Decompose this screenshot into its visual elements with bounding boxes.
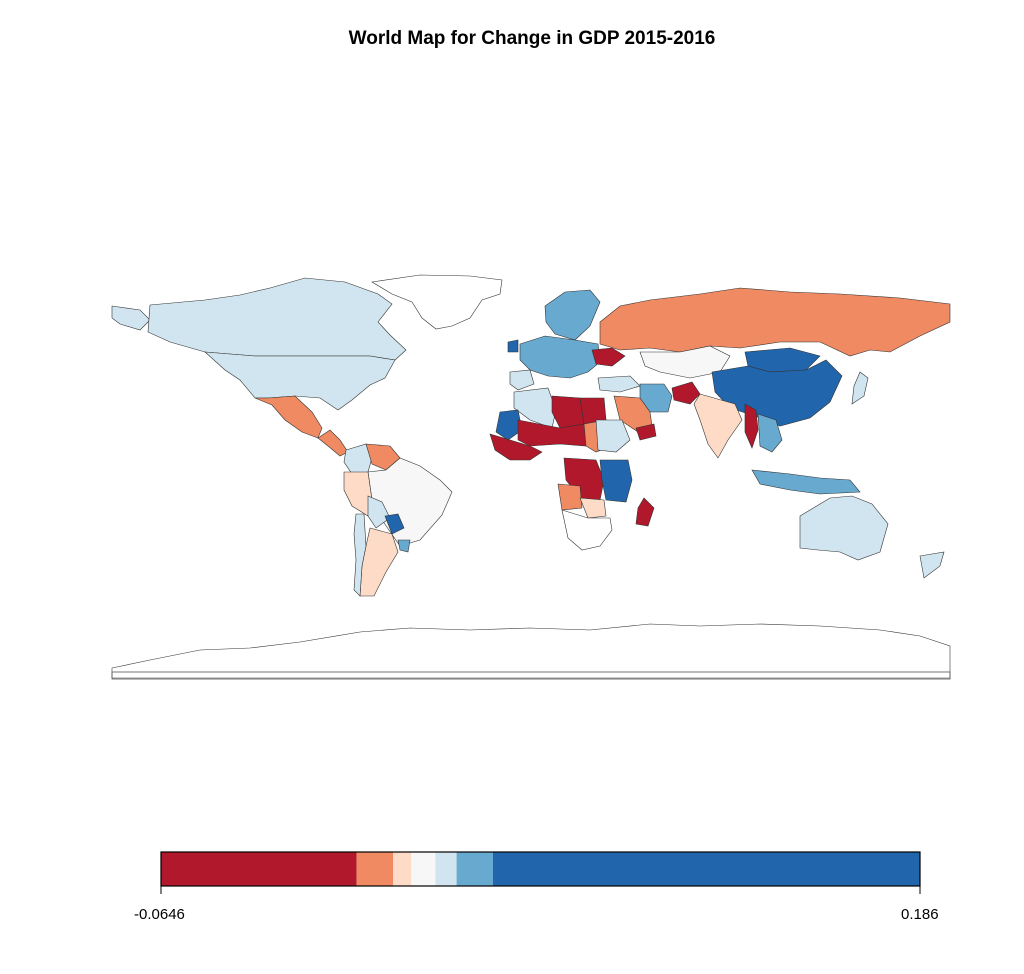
region-paraguay — [384, 513, 405, 535]
region-afghanistan — [671, 381, 701, 405]
region-greenland — [371, 274, 503, 330]
color-legend-frame — [160, 851, 921, 887]
region-libya — [551, 395, 585, 429]
region-australia — [799, 495, 889, 561]
region-angola — [557, 483, 583, 511]
region-yemen — [635, 423, 657, 441]
legend-segment — [456, 852, 493, 886]
region-indonesia — [751, 469, 861, 495]
region-new-zealand — [919, 551, 945, 579]
color-legend-bar — [161, 852, 920, 886]
region-japan — [851, 371, 869, 405]
region-ethiopia — [595, 419, 631, 453]
region-spain — [509, 369, 535, 391]
region-western-europe — [519, 335, 601, 379]
region-west-africa — [489, 433, 543, 461]
region-southeast-asia — [757, 413, 783, 453]
legend-segment — [393, 852, 412, 886]
country-shapes — [111, 274, 951, 679]
region-sahel — [517, 419, 587, 447]
map-title: World Map for Change in GDP 2015-2016 — [348, 28, 716, 49]
legend-min-label: -0.0646 — [134, 906, 185, 923]
region-alaska — [111, 305, 151, 331]
region-northern-europe — [544, 289, 601, 341]
region-mali — [495, 409, 523, 441]
region-india — [693, 393, 743, 459]
legend-segment — [492, 852, 920, 886]
region-east-africa — [599, 459, 633, 503]
legend-segment — [356, 852, 394, 886]
region-bolivia — [367, 495, 391, 529]
region-turkey — [597, 375, 641, 393]
region-madagascar — [635, 497, 655, 527]
region-mexico — [254, 395, 323, 439]
region-united-states — [204, 351, 396, 411]
legend-segment — [435, 852, 457, 886]
region-ukraine — [591, 347, 626, 367]
region-central-america — [317, 429, 349, 457]
legend-segment — [161, 852, 357, 886]
legend-max-label: 0.186 — [901, 906, 939, 923]
map-frame — [111, 671, 951, 680]
region-russia — [599, 287, 951, 357]
region-antarctica — [111, 623, 951, 679]
legend-segment — [411, 852, 436, 886]
region-canada — [147, 277, 407, 361]
region-southern-africa — [561, 509, 613, 551]
region-myanmar — [744, 403, 759, 449]
region-zambia — [579, 497, 607, 519]
region-uruguay — [397, 539, 411, 553]
region-chile — [353, 513, 367, 597]
region-ireland — [507, 339, 519, 353]
